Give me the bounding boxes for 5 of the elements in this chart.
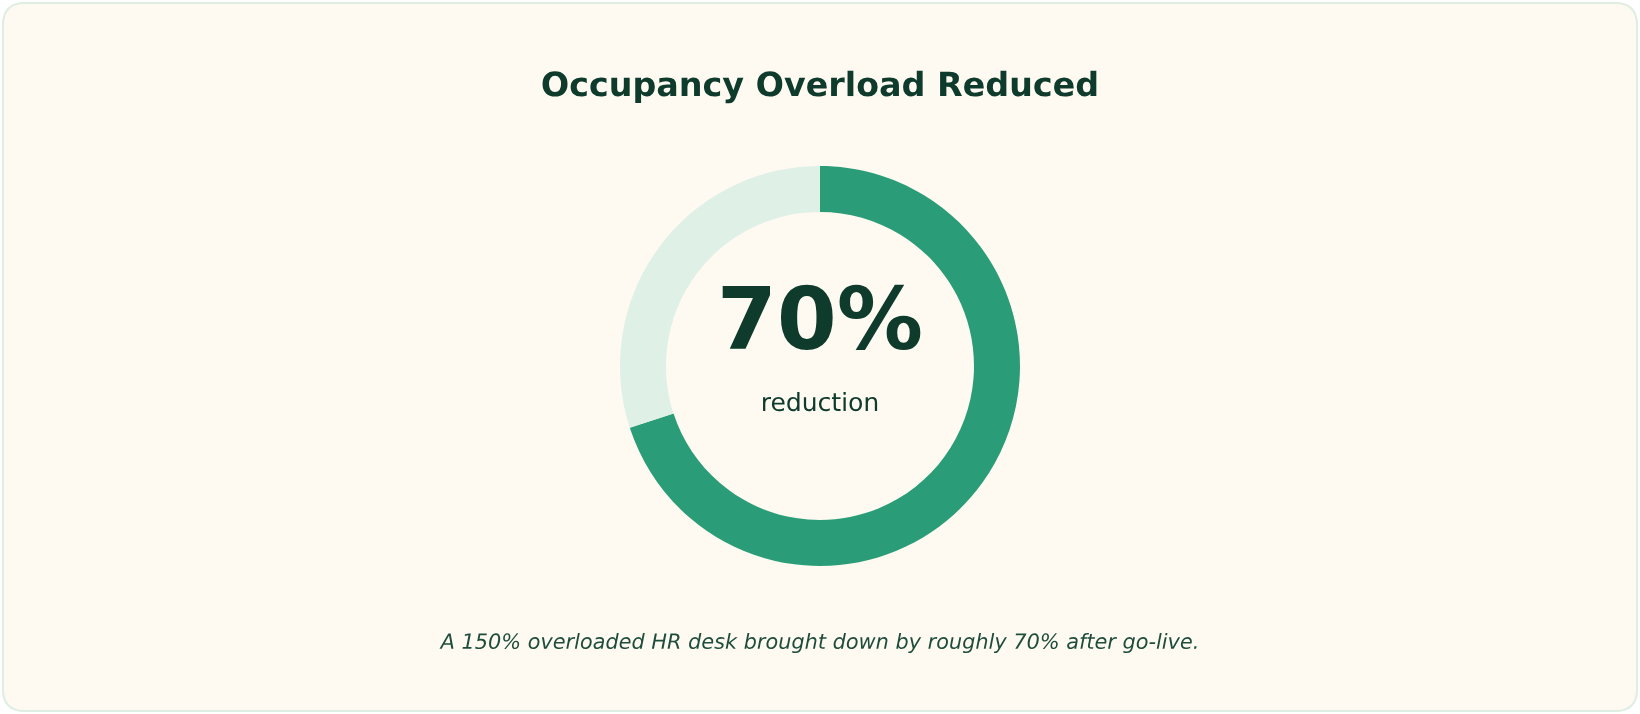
slice-label: reduction: [763, 391, 878, 412]
text: A 150% overloaded HR desk brought down by roughly 70% after go-live.: [439, 632, 1197, 654]
donut-slice: [629, 166, 1020, 566]
chart-title: Occupancy Overload Reduced: [542, 70, 1097, 104]
data-label: 70%: [722, 284, 921, 350]
